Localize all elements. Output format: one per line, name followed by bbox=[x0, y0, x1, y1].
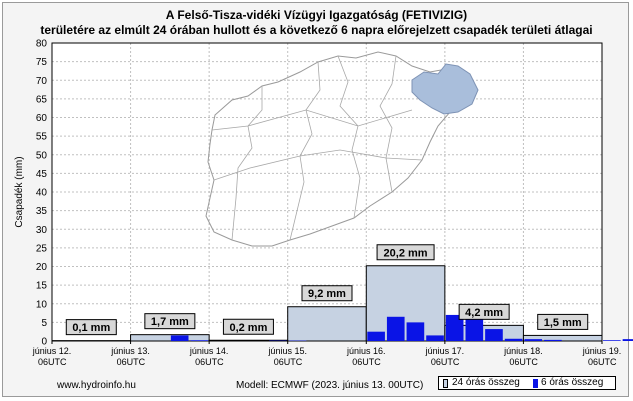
bar-24h-label: 1,5 mm bbox=[544, 317, 582, 329]
bar-6h bbox=[622, 339, 633, 341]
x-tick-sublabel: 06UTC bbox=[117, 357, 146, 367]
bar-6h bbox=[367, 331, 385, 341]
y-tick-label: 25 bbox=[36, 243, 48, 254]
x-tick-sublabel: 06UTC bbox=[274, 357, 303, 367]
bar-24h-label: 0,1 mm bbox=[72, 322, 110, 334]
bar-6h bbox=[544, 339, 562, 341]
x-tick-label: június 18. bbox=[503, 346, 543, 356]
bar-24h-label: 0,2 mm bbox=[229, 322, 267, 334]
bar-6h bbox=[445, 314, 464, 341]
y-tick-label: 45 bbox=[36, 169, 48, 180]
bar-6h bbox=[504, 338, 523, 341]
x-tick-label: június 13. bbox=[110, 346, 150, 356]
labels-layer: 0,1 mm 1,7 mm 0,2 mm 9,2 mm 20,2 mm 4,2 mm 1,5… bbox=[65, 244, 589, 336]
bar-6h bbox=[386, 316, 405, 341]
bar-6h bbox=[524, 339, 543, 341]
y-tick-label: 30 bbox=[36, 225, 48, 236]
bar-6h bbox=[485, 329, 503, 341]
y-tick-label: 55 bbox=[36, 132, 48, 143]
y-tick-label: 75 bbox=[36, 57, 48, 68]
x-tick-sublabel: 06UTC bbox=[588, 357, 617, 367]
y-tick-label: 20 bbox=[36, 262, 48, 273]
x-tick-sublabel: 06UTC bbox=[195, 357, 224, 367]
bar-24h-label-box bbox=[301, 285, 353, 302]
legend-24h-label: 24 órás összeg bbox=[452, 377, 520, 388]
y-tick-label: 35 bbox=[36, 206, 48, 217]
bar-24h bbox=[522, 334, 603, 342]
y-tick-label: 0 bbox=[41, 337, 47, 348]
chart-subtitle: területére az elmúlt 24 órában hullott é… bbox=[40, 23, 593, 37]
hungary-map bbox=[205, 51, 479, 247]
legend-6h-label: 6 órás összeg bbox=[541, 377, 604, 388]
bar-6h bbox=[406, 322, 425, 341]
axes-layer: 0 5 10 15 20 25 30 35 40 45 50 55 60 65 70 75 80 Csapadék… bbox=[14, 39, 621, 368]
x-tick-sublabel: 06UTC bbox=[509, 357, 538, 367]
bar-24h-label-box bbox=[222, 318, 274, 335]
bar-6h bbox=[603, 340, 621, 341]
x-tick-label: június 12. bbox=[32, 346, 72, 356]
bar-24h-label: 20,2 mm bbox=[384, 247, 428, 259]
x-tick-label: június 17. bbox=[425, 346, 465, 356]
legend-6h-swatch bbox=[533, 379, 538, 388]
bar-24h-label-box bbox=[537, 313, 589, 330]
x-tick-label: június 15. bbox=[267, 346, 307, 356]
bar-24h bbox=[444, 324, 524, 342]
bar-24h-label: 9,2 mm bbox=[308, 288, 346, 300]
y-axis-label: Csapadék (mm) bbox=[14, 156, 25, 227]
hungary-outline bbox=[205, 51, 477, 247]
y-tick-label: 80 bbox=[36, 39, 48, 50]
bar-24h bbox=[365, 265, 446, 342]
bars-layer bbox=[51, 265, 633, 342]
x-tick-label: június 14. bbox=[189, 346, 229, 356]
y-tick-label: 40 bbox=[36, 188, 48, 199]
bar-6h bbox=[170, 335, 189, 341]
bar-24h-label-box bbox=[458, 303, 510, 320]
bar-24h-label-box bbox=[144, 313, 196, 330]
y-tick-label: 15 bbox=[36, 281, 48, 292]
x-tick-sublabel: 06UTC bbox=[352, 357, 381, 367]
y-tick-label: 65 bbox=[36, 94, 48, 105]
y-tick-label: 60 bbox=[36, 113, 48, 124]
fetivizig-region bbox=[411, 63, 479, 115]
region-boundaries bbox=[211, 55, 423, 241]
x-tick-label: június 19. bbox=[582, 346, 622, 356]
bar-6h bbox=[465, 319, 484, 341]
x-tick-sublabel: 06UTC bbox=[38, 357, 67, 367]
bar-24h-label-box bbox=[65, 319, 117, 336]
y-tick-label: 10 bbox=[36, 299, 48, 310]
y-tick-label: 70 bbox=[36, 76, 48, 87]
bar-6h bbox=[426, 335, 444, 341]
chart-title: A Felső-Tisza-vidéki Vízügyi Igazgatóság… bbox=[165, 8, 468, 22]
y-tick-label: 50 bbox=[36, 150, 48, 161]
y-tick-label: 5 bbox=[41, 318, 47, 329]
bar-24h bbox=[287, 306, 367, 342]
bar-24h-label: 1,7 mm bbox=[151, 316, 189, 328]
x-tick-sublabel: 06UTC bbox=[431, 357, 460, 367]
legend-24h-swatch bbox=[443, 379, 448, 388]
legend: 24 órás összeg 6 órás összeg bbox=[438, 376, 616, 390]
model-note: Modell: ECMWF (2023. június 13. 00UTC) bbox=[236, 380, 424, 391]
source-link[interactable]: www.hydroinfo.hu bbox=[57, 380, 136, 391]
bar-6h bbox=[190, 340, 209, 341]
bar-24h-label: 4,2 mm bbox=[465, 307, 503, 319]
x-tick-label: június 16. bbox=[346, 346, 386, 356]
bar-24h bbox=[130, 334, 210, 342]
bar-24h-label-box bbox=[376, 244, 435, 261]
